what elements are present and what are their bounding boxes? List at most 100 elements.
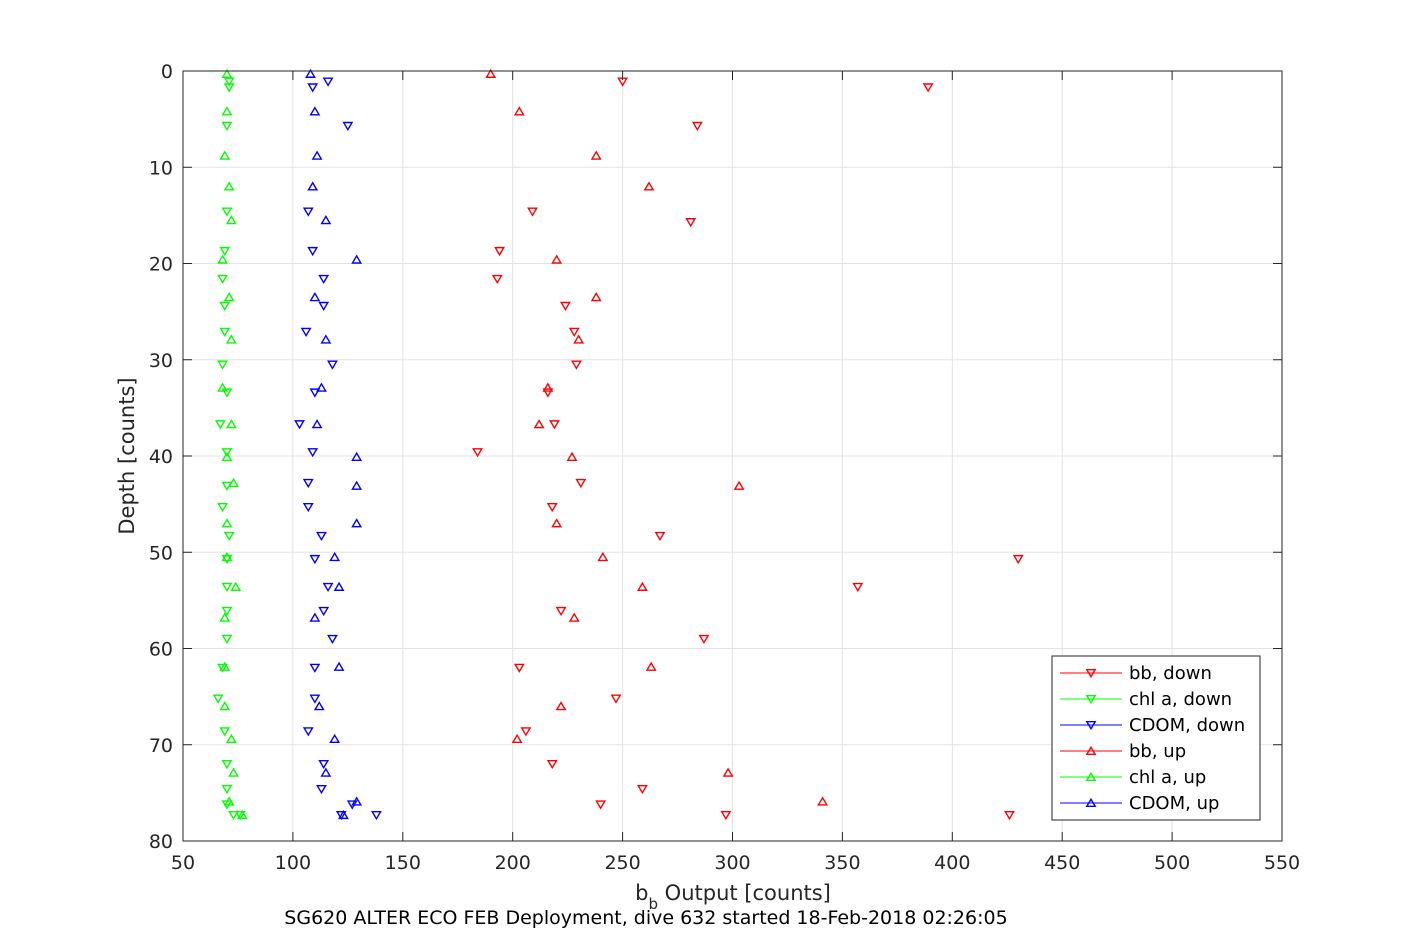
data-point bbox=[511, 733, 523, 744]
legend: bb, down chl a, down CDOM, down bb, up chl a… bbox=[1051, 655, 1261, 821]
data-point bbox=[309, 612, 321, 622]
data-point bbox=[221, 121, 233, 132]
data-point bbox=[221, 582, 233, 593]
data-point bbox=[322, 77, 334, 87]
data-point bbox=[307, 83, 319, 93]
data-point bbox=[219, 246, 231, 257]
data-point bbox=[643, 181, 655, 191]
data-point bbox=[307, 246, 319, 257]
data-point bbox=[223, 83, 235, 93]
data-point bbox=[219, 150, 231, 160]
data-point bbox=[316, 784, 327, 795]
data-point bbox=[595, 800, 607, 810]
data-point bbox=[551, 254, 563, 264]
data-point bbox=[320, 767, 332, 777]
data-point bbox=[217, 663, 228, 673]
series-1 bbox=[212, 77, 246, 821]
data-point bbox=[219, 661, 231, 671]
data-point bbox=[316, 382, 327, 392]
data-point bbox=[555, 606, 567, 617]
data-point bbox=[309, 292, 321, 302]
data-point bbox=[546, 759, 558, 770]
x-tick-label: 400 bbox=[934, 852, 970, 874]
data-point bbox=[597, 551, 609, 562]
data-point bbox=[294, 420, 305, 430]
data-point bbox=[212, 694, 224, 704]
data-point bbox=[221, 554, 233, 565]
data-point bbox=[722, 767, 734, 777]
data-point bbox=[307, 448, 319, 458]
data-point bbox=[322, 582, 334, 593]
legend-entry: bb, down bbox=[1129, 663, 1212, 684]
data-point bbox=[221, 759, 233, 770]
data-point bbox=[221, 784, 233, 795]
data-point bbox=[223, 77, 235, 87]
data-point bbox=[645, 661, 657, 671]
axis-ticks bbox=[182, 70, 1283, 842]
data-point bbox=[221, 551, 233, 562]
legend-marker bbox=[1085, 797, 1097, 808]
data-point bbox=[720, 810, 732, 821]
data-point bbox=[302, 207, 314, 217]
data-point bbox=[221, 448, 233, 458]
data-point bbox=[351, 518, 363, 528]
data-point bbox=[691, 121, 703, 132]
data-point bbox=[333, 581, 345, 591]
legend-marker bbox=[1085, 668, 1097, 679]
data-point bbox=[318, 274, 330, 285]
data-point bbox=[351, 796, 363, 806]
y-tick-label: 40 bbox=[149, 446, 173, 468]
data-point bbox=[217, 502, 228, 513]
data-point bbox=[219, 327, 231, 337]
data-point bbox=[219, 301, 231, 312]
data-point bbox=[217, 360, 228, 370]
data-point bbox=[610, 694, 622, 704]
data-point bbox=[513, 106, 525, 116]
y-tick-label: 80 bbox=[149, 831, 173, 853]
data-point bbox=[568, 612, 580, 622]
data-point bbox=[573, 334, 585, 344]
data-point bbox=[698, 634, 710, 645]
y-tick-label: 0 bbox=[161, 61, 173, 83]
data-point bbox=[228, 477, 239, 488]
y-axis-label: Depth [counts] bbox=[115, 377, 139, 534]
x-tick-label: 350 bbox=[824, 852, 860, 874]
x-axis-label: bb Output [counts] bbox=[635, 881, 831, 913]
data-point bbox=[311, 419, 323, 429]
data-point bbox=[327, 634, 338, 645]
x-tick-label: 100 bbox=[275, 852, 311, 874]
data-point bbox=[302, 727, 314, 737]
legend-marker bbox=[1085, 694, 1097, 705]
legend-marker bbox=[1085, 720, 1097, 731]
data-point bbox=[305, 68, 316, 78]
data-point bbox=[817, 796, 829, 806]
legend-entry: CDOM, down bbox=[1129, 715, 1245, 736]
data-point bbox=[590, 292, 602, 302]
x-tick-label: 50 bbox=[171, 852, 195, 874]
data-point bbox=[549, 420, 560, 430]
data-point bbox=[225, 733, 237, 744]
data-point bbox=[309, 554, 321, 565]
data-point bbox=[221, 68, 233, 78]
legend-entry: chl a, up bbox=[1129, 767, 1206, 788]
data-point bbox=[485, 68, 497, 78]
data-point bbox=[351, 480, 363, 490]
data-point bbox=[533, 419, 545, 429]
data-point bbox=[922, 83, 934, 93]
data-point bbox=[494, 246, 505, 257]
data-point bbox=[221, 518, 233, 528]
data-point bbox=[560, 301, 571, 312]
data-point bbox=[316, 531, 327, 542]
legend-entry: chl a, down bbox=[1129, 689, 1232, 710]
y-tick-label: 60 bbox=[149, 639, 173, 661]
data-point bbox=[335, 810, 347, 821]
legend-entry: CDOM, up bbox=[1129, 793, 1219, 814]
data-point bbox=[217, 382, 228, 392]
data-point bbox=[309, 388, 321, 398]
series-5 bbox=[305, 68, 363, 820]
legend-marker bbox=[1085, 771, 1097, 782]
data-point bbox=[217, 274, 228, 285]
data-point bbox=[472, 448, 483, 458]
data-point bbox=[214, 420, 226, 430]
data-point bbox=[221, 634, 233, 645]
